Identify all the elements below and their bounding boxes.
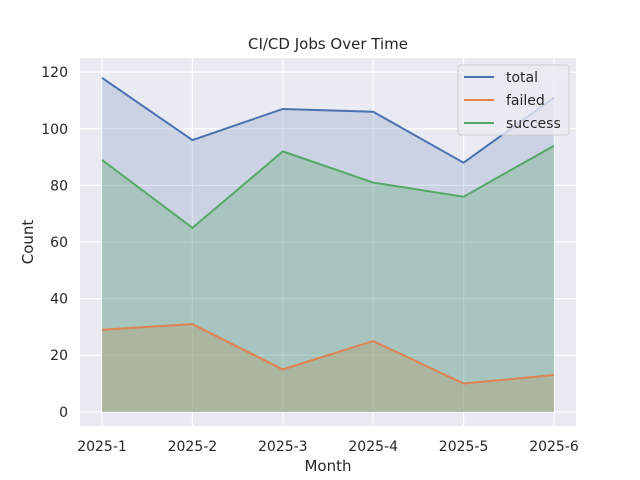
y-tick-label: 60	[50, 235, 68, 251]
x-tick-label: 2025-1	[77, 439, 127, 455]
legend-label-failed: failed	[506, 93, 545, 109]
y-tick-label: 80	[50, 178, 68, 194]
area-fill-success	[102, 145, 554, 412]
x-tick-label: 2025-5	[439, 439, 489, 455]
x-tick-label: 2025-6	[529, 439, 579, 455]
y-tick-label: 100	[41, 122, 68, 138]
series-line-total	[101, 76, 555, 164]
x-axis-label: Month	[304, 457, 351, 475]
x-tick-label: 2025-2	[168, 439, 218, 455]
area-fills	[102, 77, 554, 412]
legend-box	[457, 64, 570, 136]
x-tick-label: 2025-4	[348, 439, 398, 455]
area-fill-failed	[102, 324, 554, 412]
area-fill-total	[102, 77, 554, 412]
y-tick-label: 40	[50, 292, 68, 308]
x-tick-label: 2025-3	[258, 439, 308, 455]
chart-title: CI/CD Jobs Over Time	[248, 35, 408, 53]
series-line-success	[101, 144, 555, 230]
series-line-failed	[101, 323, 555, 385]
legend: total failed success	[457, 64, 570, 136]
y-tick-label: 120	[41, 65, 68, 81]
y-axis-label: Count	[19, 220, 37, 265]
series-lines	[101, 76, 555, 385]
y-tick-label: 0	[59, 405, 68, 421]
legend-label-total: total	[506, 70, 538, 86]
y-tick-labels: 0 20 40 60 80 100 120	[41, 65, 68, 421]
y-tick-label: 20	[50, 348, 68, 364]
legend-label-success: success	[506, 116, 561, 132]
x-tick-labels: 2025-1 2025-2 2025-3 2025-4 2025-5 2025-6	[77, 439, 579, 455]
